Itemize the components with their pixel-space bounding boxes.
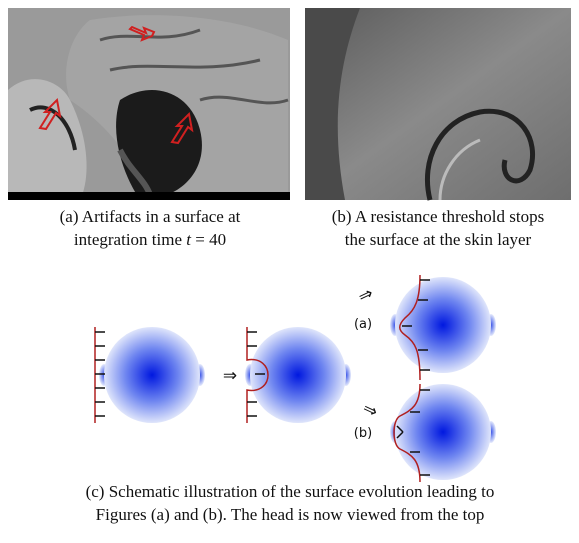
arrow: ⇒ bbox=[355, 283, 376, 306]
caption-a-line1: (a) Artifacts in a surface at bbox=[60, 207, 241, 226]
branch-label: (a) bbox=[354, 317, 372, 332]
caption-b-line2: the surface at the skin layer bbox=[345, 230, 532, 249]
caption-c-line1: (c) Schematic illustration of the surfac… bbox=[86, 482, 495, 501]
schematic: ⇒ ⇒ (a) ⇒ (b) bbox=[95, 275, 496, 482]
mri-image-b bbox=[305, 8, 571, 200]
caption-b-line1: (b) A resistance threshold stops bbox=[332, 207, 544, 226]
caption-text: = 40 bbox=[191, 230, 226, 249]
page: (a) Artifacts in a surface at integratio… bbox=[0, 0, 579, 543]
arrow: ⇒ bbox=[360, 398, 381, 421]
arrow: ⇒ bbox=[223, 366, 237, 385]
caption-c-line2: Figures (a) and (b). The head is now vie… bbox=[96, 505, 485, 524]
mri-image-a bbox=[8, 8, 290, 200]
caption-a-line2: integration time t = 40 bbox=[74, 230, 226, 249]
caption-text: integration time bbox=[74, 230, 186, 249]
figure: (a) Artifacts in a surface at integratio… bbox=[0, 0, 579, 538]
branch-label: (b) bbox=[354, 426, 372, 441]
